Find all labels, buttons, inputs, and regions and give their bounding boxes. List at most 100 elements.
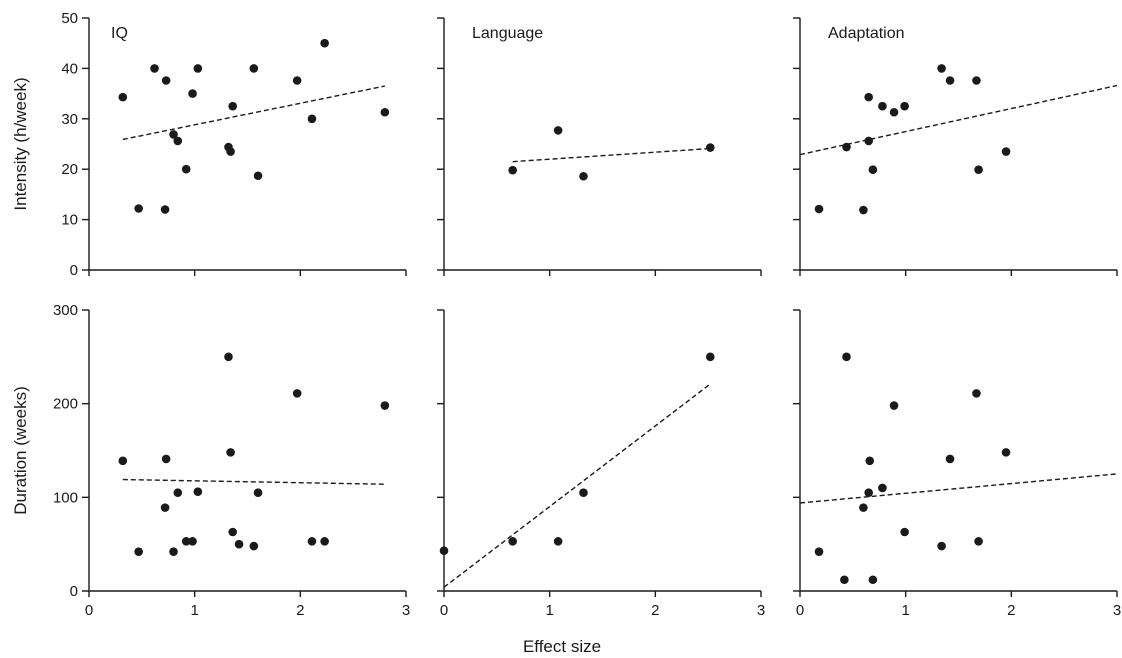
data-point: [974, 165, 983, 175]
data-point: [169, 547, 178, 556]
data-point: [840, 575, 849, 585]
data-point: [134, 204, 143, 213]
data-point: [945, 76, 955, 85]
y-tick-label: 50: [61, 10, 78, 27]
data-point: [508, 165, 517, 175]
data-point: [249, 541, 259, 551]
data-point: [118, 456, 128, 466]
y-tick-label: 300: [53, 302, 78, 319]
data-point: [972, 389, 981, 398]
data-point: [900, 527, 909, 537]
data-point: [508, 537, 517, 546]
x-tick-label: 3: [1113, 602, 1121, 619]
data-point: [1001, 147, 1011, 156]
data-point: [889, 401, 899, 410]
data-point: [253, 171, 263, 181]
data-point: [249, 64, 259, 73]
data-point: [118, 92, 128, 102]
x-tick-label: 0: [796, 602, 804, 619]
data-point: [579, 488, 588, 497]
y-tick-label: 20: [61, 161, 78, 178]
data-point: [380, 107, 390, 117]
data-point: [307, 114, 317, 124]
data-point: [814, 547, 824, 556]
data-point: [173, 136, 183, 146]
data-point: [878, 101, 887, 111]
data-point: [859, 503, 868, 512]
data-point: [224, 352, 233, 362]
data-point: [865, 456, 875, 466]
y-tick-label: 10: [61, 212, 78, 229]
data-point: [974, 537, 983, 546]
data-point: [253, 488, 263, 497]
data-point: [842, 142, 851, 152]
data-point: [161, 454, 171, 464]
data-point: [320, 38, 329, 48]
data-point: [889, 107, 899, 117]
y-tick-label: 40: [61, 60, 78, 77]
data-point: [292, 76, 302, 85]
panel-intensity-3: Adaptation: [793, 17, 1118, 276]
x-tick-label: 2: [296, 602, 304, 619]
data-point: [134, 547, 143, 556]
x-tick-label: 0: [85, 602, 93, 619]
data-point: [842, 352, 851, 362]
data-point: [226, 147, 235, 156]
data-point: [160, 503, 170, 512]
panel-title: Adaptation: [828, 25, 905, 42]
trend-line: [122, 85, 386, 141]
data-point: [864, 488, 873, 497]
data-point: [173, 488, 183, 497]
data-point: [878, 483, 887, 493]
data-point: [945, 454, 955, 464]
data-point: [292, 389, 302, 398]
x-tick-label: 1: [545, 602, 553, 619]
data-point: [859, 205, 868, 215]
data-point: [193, 64, 203, 73]
data-point: [188, 89, 197, 98]
x-tick-label: 2: [1007, 602, 1015, 619]
x-tick-label: 3: [757, 602, 765, 619]
y-tick-label: 0: [70, 583, 78, 600]
data-point: [228, 101, 238, 111]
y-tick-label: 0: [70, 262, 78, 279]
data-point: [579, 171, 588, 181]
panel-title: Language: [472, 25, 543, 42]
data-point: [864, 92, 873, 102]
data-point: [705, 143, 715, 152]
y-axis-label: Duration (weeks): [11, 386, 30, 515]
data-point: [937, 541, 946, 551]
x-tick-label: 3: [402, 602, 410, 619]
data-point: [181, 164, 191, 174]
trend-line: [799, 84, 1118, 156]
data-point: [150, 64, 159, 73]
y-axis-label: Intensity (h/week): [11, 77, 30, 210]
data-point: [169, 130, 178, 139]
panel-intensity-2: Language: [437, 17, 762, 276]
data-point: [814, 204, 824, 214]
trend-line: [443, 383, 711, 588]
x-tick-label: 1: [901, 602, 909, 619]
data-point: [705, 352, 715, 362]
panel-duration-2: 0 1 2 3: [437, 309, 765, 619]
data-point: [181, 537, 191, 546]
panel-duration-1: 0 1 2 3 0 100 200 300 Duration (weeks): [11, 302, 410, 619]
x-tick-label: 1: [190, 602, 198, 619]
data-point: [161, 76, 171, 85]
y-tick-label: 30: [61, 111, 78, 128]
data-point: [234, 539, 244, 549]
panel-title: IQ: [111, 25, 128, 42]
data-point: [868, 575, 878, 585]
data-point: [972, 76, 981, 85]
trend-line: [512, 147, 711, 163]
data-point: [188, 537, 197, 546]
data-point: [937, 64, 946, 73]
data-point: [439, 546, 449, 556]
data-point: [226, 448, 235, 457]
y-tick-label: 100: [53, 489, 78, 506]
x-tick-label: 2: [651, 602, 659, 619]
data-point: [553, 126, 563, 135]
data-point: [307, 537, 317, 546]
data-point: [320, 537, 329, 546]
